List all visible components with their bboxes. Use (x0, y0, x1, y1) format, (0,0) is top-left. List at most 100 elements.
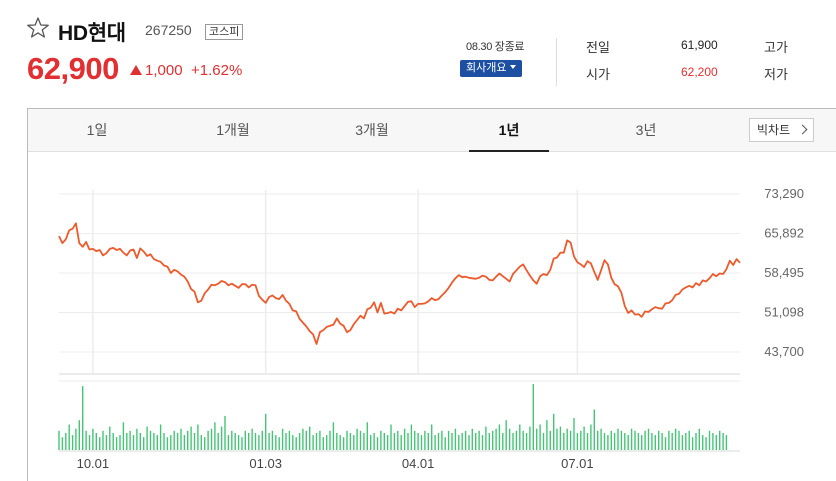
volume-bar (210, 428, 213, 450)
tab-3y[interactable]: 3년 (635, 122, 657, 138)
volume-bar (630, 428, 633, 450)
volume-bar (671, 433, 673, 450)
big-chart-button[interactable]: 빅차트 (749, 118, 814, 142)
volume-bar (251, 428, 253, 450)
volume-bar (386, 435, 389, 450)
volume-bar (173, 430, 175, 450)
volume-bar (193, 433, 196, 450)
volume-bar (143, 437, 145, 450)
volume-bar (464, 430, 467, 450)
volume-bar (129, 430, 131, 450)
tab-1y[interactable]: 1년 (469, 109, 549, 152)
volume-bar (244, 430, 246, 450)
volume-bar (532, 384, 534, 450)
volume-bar (502, 433, 504, 450)
volume-bar (231, 430, 233, 450)
volume-bar (590, 424, 592, 450)
volume-bar (414, 430, 416, 450)
volume-bar (529, 426, 531, 450)
volume-bar (431, 424, 433, 450)
volume-bar (176, 433, 179, 450)
volume-bar (315, 433, 318, 450)
volume-bar (475, 433, 477, 450)
volume-bar (268, 433, 270, 450)
volume-bar (400, 435, 402, 450)
volume-bar (370, 435, 372, 450)
volume-bar (383, 433, 385, 450)
company-overview-button[interactable]: 회사개요 (460, 60, 523, 77)
volume-bar (536, 428, 538, 450)
volume-bar (647, 428, 650, 450)
volume-bar (393, 433, 396, 450)
quote-value-prev-close: 61,900 (681, 38, 718, 52)
volume-bar (586, 433, 589, 450)
volume-bar (359, 430, 362, 450)
volume-bar (326, 435, 328, 450)
volume-bar (492, 430, 494, 450)
favorite-star-icon[interactable] (26, 16, 50, 40)
volume-bar (248, 433, 250, 450)
volume-bar (712, 433, 714, 450)
volume-bar (336, 433, 338, 450)
price-change-percent: +1.62% (191, 62, 243, 79)
volume-bar (508, 428, 511, 450)
stock-name: HD현대 (58, 22, 126, 45)
chart-panel (27, 108, 836, 481)
quote-label-low: 저가 (764, 67, 788, 82)
volume-bar (166, 437, 169, 450)
volume-bar (278, 437, 280, 450)
volume-bar (217, 433, 219, 450)
volume-bar (539, 424, 541, 450)
volume-bar (485, 426, 487, 450)
volume-bar (153, 433, 155, 450)
volume-bar (525, 433, 528, 450)
tab-3m[interactable]: 3개월 (355, 122, 389, 138)
quote-label-prev-close: 전일 (586, 40, 610, 55)
volume-bar (146, 426, 148, 450)
quote-value-open: 62,200 (681, 65, 718, 79)
volume-bar (109, 426, 111, 450)
volume-bar (556, 428, 558, 450)
tab-1m[interactable]: 1개월 (216, 122, 250, 138)
volume-bar (258, 435, 260, 450)
volume-bar (319, 430, 321, 450)
volume-bar (691, 437, 694, 450)
current-price: 62,900 (27, 51, 119, 86)
tab-1d[interactable]: 1일 (86, 122, 108, 138)
volume-bar (349, 433, 352, 450)
volume-bar (234, 433, 236, 450)
volume-bar (322, 437, 324, 450)
volume-bar (447, 430, 450, 450)
volume-bar (305, 430, 307, 450)
volume-bar (637, 433, 640, 450)
volume-bar (661, 433, 663, 450)
volume-bar (719, 430, 721, 450)
volume-bar (122, 422, 125, 450)
volume-bar (227, 435, 230, 450)
volume-bar (468, 435, 470, 450)
volume-bar (458, 435, 460, 450)
volume-bar (329, 430, 331, 450)
market-close-info: 08.30 장종료 (466, 41, 525, 53)
volume-bar (190, 426, 192, 450)
y-tick-label: 58,495 (764, 265, 804, 280)
volume-bar (61, 437, 64, 450)
volume-bar (363, 433, 365, 450)
big-chart-label: 빅차트 (757, 123, 791, 137)
volume-bar (332, 422, 335, 450)
volume-bar (380, 430, 382, 450)
volume-bar (204, 437, 206, 450)
quote-label-high: 고가 (764, 40, 788, 55)
volume-bar (559, 426, 562, 450)
volume-bar (634, 430, 636, 450)
volume-bar (373, 433, 375, 450)
volume-bar (417, 433, 419, 450)
market-badge: 코스피 (205, 24, 244, 40)
volume-bar (112, 433, 114, 450)
volume-bar (597, 430, 599, 450)
volume-bar (715, 435, 717, 450)
caret-down-icon (510, 65, 517, 69)
volume-bar (410, 424, 413, 450)
volume-bar (71, 435, 74, 450)
